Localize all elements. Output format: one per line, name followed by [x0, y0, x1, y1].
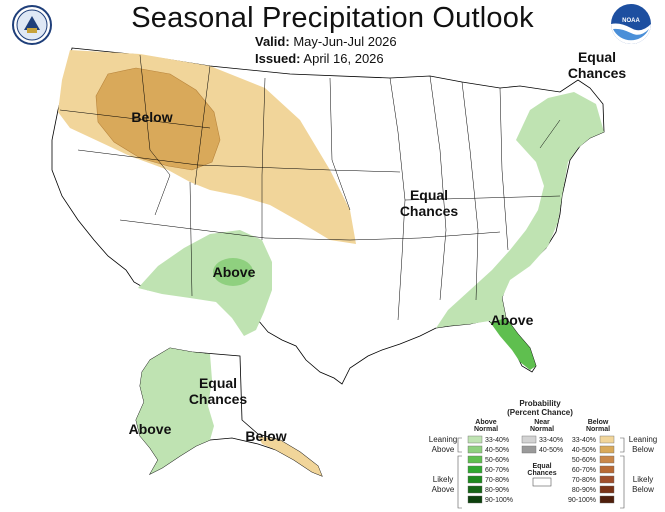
legend-title-1: Probability	[519, 399, 561, 408]
legend-above-label: 80-90%	[485, 487, 509, 494]
legend-above-label: 50-60%	[485, 457, 509, 464]
legend-below-swatch	[599, 465, 615, 474]
legend-below-label: 70-80%	[572, 477, 596, 484]
above-region-southwest	[138, 230, 272, 336]
legend-above-label: 70-80%	[485, 477, 509, 484]
legend-near-swatch	[521, 435, 537, 444]
legend-below-column: 33-40% 40-50% 50-60% 60-70% 70-80% 80-90% 90-1…	[568, 435, 615, 504]
legend-below-label: 40-50%	[572, 447, 596, 454]
above-region-east	[436, 92, 604, 328]
legend-likely-above-2: Above	[432, 485, 455, 494]
legend-leaning-below-2: Below	[632, 445, 654, 454]
legend-below-swatch	[599, 485, 615, 494]
legend-above-column: 33-40% 40-50% 50-60% 60-70% 70-80% 80-90% 90-1…	[467, 435, 513, 504]
issued-value: April 16, 2026	[303, 51, 384, 66]
legend-equal-swatch	[532, 477, 552, 487]
legend-near-swatch	[521, 445, 537, 454]
legend-leaning-above-2: Above	[432, 445, 455, 454]
legend-above-swatch	[467, 495, 483, 504]
legend-above-swatch	[467, 475, 483, 484]
legend-likely-below-1: Likely	[633, 475, 653, 484]
issued-label: Issued:	[255, 51, 301, 66]
commerce-seal-icon	[12, 5, 52, 45]
legend-near-column: 33-40% 40-50%	[521, 435, 563, 454]
issued-line: Issued: April 16, 2026	[255, 51, 384, 66]
legend-equal-1: Equal	[532, 463, 551, 470]
legend-near-label: 40-50%	[539, 447, 563, 454]
noaa-logo-icon: NOAA	[611, 4, 651, 44]
state-boundaries	[59, 54, 561, 321]
legend-above-head-1: Above	[475, 419, 497, 426]
legend-leaning-below-1: Leaning	[629, 435, 657, 444]
label-alaska-above: Above	[129, 421, 172, 437]
noaa-text: NOAA	[622, 18, 640, 24]
legend-below-label: 90-100%	[568, 497, 596, 504]
legend-below-head-1: Below	[588, 419, 609, 426]
legend-below-label: 80-90%	[572, 487, 596, 494]
above-region-florida-core	[490, 318, 536, 370]
legend: Probability (Percent Chance) Above Norma…	[429, 399, 657, 509]
alaska-below-region	[258, 436, 322, 476]
legend-below-head-2: Normal	[586, 426, 610, 433]
legend-below-label: 50-60%	[572, 457, 596, 464]
label-equal-center-1: Equal	[410, 187, 448, 203]
legend-above-swatch	[467, 485, 483, 494]
label-equal-center-2: Chances	[400, 203, 459, 219]
legend-title-2: (Percent Chance)	[507, 408, 573, 417]
valid-line: Valid: May-Jun-Jul 2026	[255, 34, 397, 49]
legend-below-swatch	[599, 445, 615, 454]
label-above-southwest: Above	[213, 264, 256, 280]
above-region-southwest-core	[213, 258, 253, 286]
legend-above-head-2: Normal	[474, 426, 498, 433]
map-title: Seasonal Precipitation Outlook	[131, 2, 534, 34]
legend-equal-2: Chances	[527, 470, 556, 477]
legend-below-swatch	[599, 495, 615, 504]
legend-below-swatch	[599, 435, 615, 444]
legend-near-head-2: Normal	[530, 426, 554, 433]
label-below-west: Below	[131, 109, 172, 125]
alaska-above-region	[136, 348, 214, 474]
legend-likely-below-2: Below	[632, 485, 654, 494]
label-above-southeast: Above	[491, 312, 534, 328]
legend-above-swatch	[467, 455, 483, 464]
legend-below-swatch	[599, 475, 615, 484]
legend-above-swatch	[467, 435, 483, 444]
legend-near-label: 33-40%	[539, 437, 563, 444]
legend-above-label: 90-100%	[485, 497, 513, 504]
label-equal-ne-1: Equal	[578, 49, 616, 65]
legend-above-label: 40-50%	[485, 447, 509, 454]
legend-leaning-above-1: Leaning	[429, 435, 457, 444]
label-alaska-below: Below	[245, 428, 286, 444]
legend-below-swatch	[599, 455, 615, 464]
valid-label: Valid:	[255, 34, 290, 49]
label-alaska-equal-2: Chances	[189, 391, 248, 407]
legend-likely-above-1: Likely	[433, 475, 453, 484]
valid-value: May-Jun-Jul 2026	[293, 34, 397, 49]
legend-above-label: 33-40%	[485, 437, 509, 444]
legend-below-label: 60-70%	[572, 467, 596, 474]
legend-below-label: 33-40%	[572, 437, 596, 444]
legend-near-head-1: Near	[534, 419, 550, 426]
label-equal-ne-2: Chances	[568, 65, 627, 81]
legend-above-swatch	[467, 465, 483, 474]
legend-above-swatch	[467, 445, 483, 454]
label-alaska-equal-1: Equal	[199, 375, 237, 391]
legend-above-label: 60-70%	[485, 467, 509, 474]
